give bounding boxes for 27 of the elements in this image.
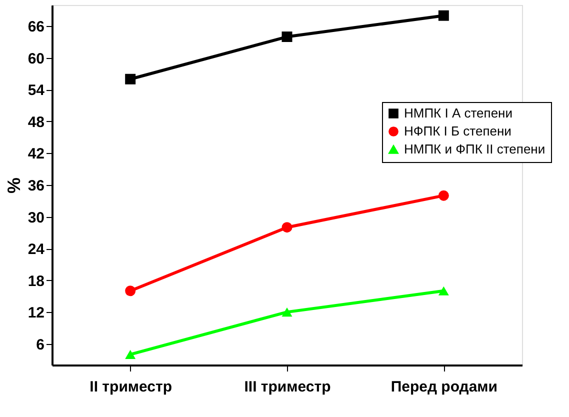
legend-label: НМПК и ФПК II степени <box>404 142 546 156</box>
legend-label: НФПК I Б степени <box>404 124 512 138</box>
point <box>125 74 136 84</box>
y-tick-label: 24 <box>28 241 46 258</box>
point <box>438 286 449 296</box>
x-tick-label: III триместр <box>244 378 331 396</box>
y-tick-label: 12 <box>28 304 44 322</box>
y-tick-label: 18 <box>28 272 44 290</box>
y-tick-label: 54 <box>28 82 46 100</box>
y-tick-label: 42 <box>28 146 44 163</box>
y-tick-label: 48 <box>28 114 44 131</box>
y-tick-label: 36 <box>28 178 44 194</box>
point <box>438 10 449 21</box>
point <box>125 286 136 296</box>
point <box>282 222 292 233</box>
x-tick-label: II триместр <box>90 378 172 396</box>
x-tick-label: Перед родами <box>390 378 498 396</box>
point <box>282 32 292 42</box>
legend-label: НМПК I А степени <box>404 106 513 120</box>
y-tick-label: 60 <box>28 50 44 68</box>
y-tick-label: 66 <box>28 18 44 36</box>
point <box>282 308 292 317</box>
y-axis-title: % <box>4 177 24 194</box>
y-tick-label: 6 <box>36 336 44 354</box>
y-tick-label: 30 <box>28 209 44 226</box>
point <box>438 190 449 201</box>
point <box>125 350 136 359</box>
